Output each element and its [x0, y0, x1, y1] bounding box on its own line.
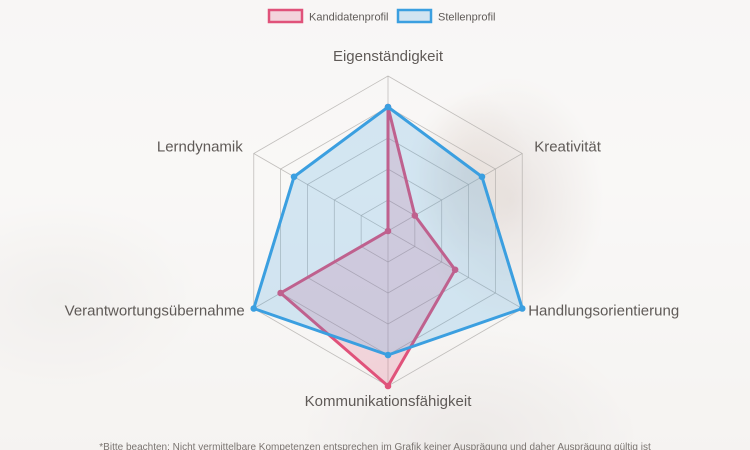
- axis-label-kommunikationsfahigkeit: Kommunikationsfähigkeit: [305, 393, 473, 410]
- grid-spoke: [253, 153, 389, 232]
- axis-label-eigenstandigkeit: Eigenständigkeit: [333, 48, 444, 65]
- legend-swatch-kandidatenprofil: [267, 8, 304, 24]
- data-point-kandidatenprofil-kreativitat: [411, 212, 419, 219]
- axis-label-kreativitat: Kreativität: [534, 139, 602, 156]
- data-point-kandidatenprofil-verantwortungsubernahme: [277, 289, 284, 297]
- data-point-stellenprofil-kommunikationsfahigkeit: [384, 351, 392, 359]
- data-point-stellenprofil-eigenstandigkeit: [384, 103, 392, 111]
- legend-label-kandidatenprofil[interactable]: Kandidatenprofil: [309, 12, 389, 24]
- data-point-kandidatenprofil-handlungsorientierung: [451, 266, 459, 274]
- axis-label-handlungsorientierung: Handlungsorientierung: [528, 303, 679, 320]
- footnote: *Bitte beachten: Nicht vermittelbare Kom…: [99, 442, 651, 450]
- series-area-stellenprofil: [252, 105, 524, 357]
- axis-label-lerndynamik: Lerndynamik: [157, 139, 243, 156]
- data-point-stellenprofil-kreativitat: [478, 173, 486, 181]
- grid-spoke: [387, 153, 523, 232]
- data-point-kandidatenprofil-kommunikationsfahigkeit: [384, 382, 392, 390]
- radar-series: [250, 103, 526, 390]
- legend-label-stellenprofil[interactable]: Stellenprofil: [438, 12, 495, 24]
- data-point-stellenprofil-lerndynamik: [290, 173, 298, 181]
- data-point-kandidatenprofil-lerndynamik: [384, 227, 392, 235]
- chart-legend: Kandidatenprofil Stellenprofil: [267, 8, 495, 24]
- axis-label-verantwortungsubernahme: Verantwortungsübernahme: [65, 303, 245, 320]
- legend-swatch-stellenprofil: [396, 8, 433, 24]
- data-point-stellenprofil-handlungsorientierung: [518, 305, 526, 312]
- data-point-stellenprofil-verantwortungsubernahme: [250, 305, 258, 312]
- axis-labels: Eigenständigkeit Kreativität Handlungsorie…: [65, 48, 680, 410]
